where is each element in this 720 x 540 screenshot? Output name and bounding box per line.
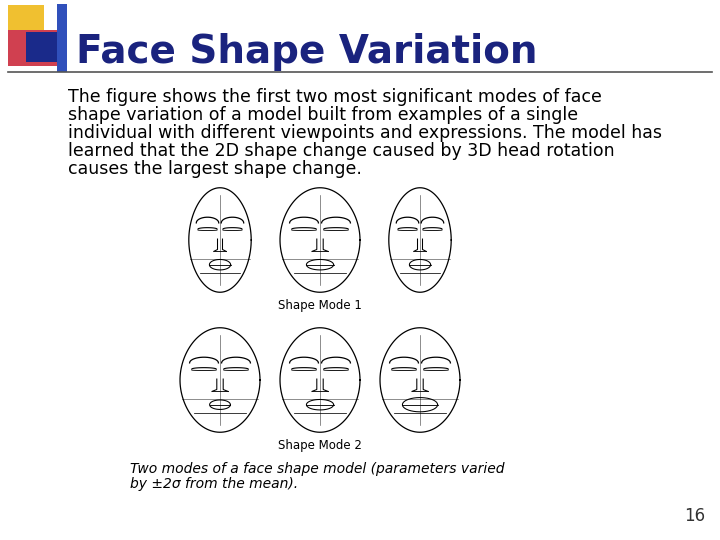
Bar [8, 30, 58, 66]
Bar [57, 4, 67, 72]
Text: Face Shape Variation: Face Shape Variation [76, 33, 538, 71]
Bar [8, 5, 44, 41]
Bar [26, 32, 62, 62]
Text: Two modes of a face shape model (parameters varied: Two modes of a face shape model (paramet… [130, 462, 505, 476]
Text: 16: 16 [684, 507, 705, 525]
Text: learned that the 2D shape change caused by 3D head rotation: learned that the 2D shape change caused … [68, 142, 615, 160]
Text: Shape Mode 2: Shape Mode 2 [278, 440, 362, 453]
Text: individual with different viewpoints and expressions. The model has: individual with different viewpoints and… [68, 124, 662, 142]
Text: The figure shows the first two most significant modes of face: The figure shows the first two most sign… [68, 88, 602, 106]
Text: shape variation of a model built from examples of a single: shape variation of a model built from ex… [68, 106, 578, 124]
Text: by ±2σ from the mean).: by ±2σ from the mean). [130, 477, 298, 491]
Text: Shape Mode 1: Shape Mode 1 [278, 300, 362, 313]
Text: causes the largest shape change.: causes the largest shape change. [68, 160, 362, 178]
